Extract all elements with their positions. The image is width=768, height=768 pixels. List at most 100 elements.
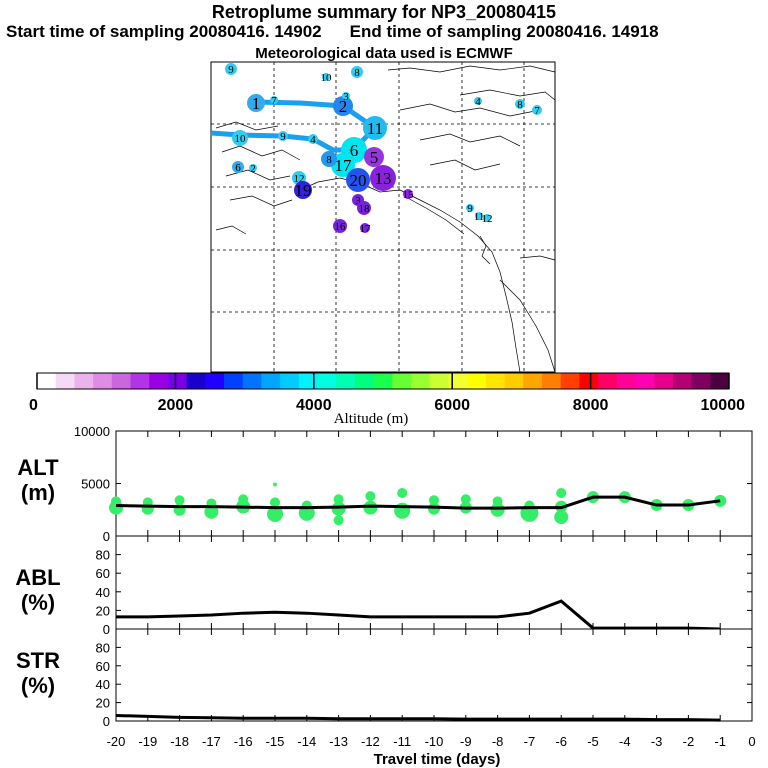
alt-scatter-point: [273, 482, 277, 487]
y-tick-label: 40: [96, 585, 110, 600]
plume-point-label: 7: [271, 95, 277, 107]
plume-point: [232, 161, 244, 173]
plume-point-label: 6: [350, 141, 359, 160]
plume-point: [322, 73, 330, 81]
x-tick-label: -17: [202, 734, 221, 749]
colorbar-swatch: [167, 373, 188, 389]
plume-point-label: 11: [367, 119, 383, 138]
alt-scatter-point: [460, 494, 471, 505]
plume-point: [270, 96, 278, 104]
alt-scatter-point: [490, 502, 505, 517]
colorbar-swatch: [186, 373, 206, 389]
plume-point-label: 3: [343, 91, 349, 103]
plume-point: [363, 116, 387, 140]
colorbar-swatch: [205, 373, 225, 389]
colorbar-swatch: [541, 373, 562, 389]
y-tick-label: 0: [103, 622, 110, 637]
plume-point: [232, 130, 248, 146]
plume-point-label: 1: [252, 94, 261, 113]
plume-point-label: 16: [335, 221, 347, 233]
plume-point-label: 9: [467, 203, 473, 215]
x-tick-label: 0: [748, 734, 755, 749]
panel-str: 80 60 40 20 0 STR(%): [16, 628, 753, 729]
alt-scatter-point: [204, 504, 219, 519]
plume-point: [294, 181, 312, 199]
x-tick-label: -4: [619, 734, 631, 749]
plume-track: [254, 99, 377, 131]
colorbar-swatch: [448, 373, 468, 389]
colorbar-swatch: [485, 373, 506, 389]
colorbar-swatch: [149, 373, 169, 389]
plume-point-label: 10: [321, 72, 333, 84]
colorbar-swatch: [354, 373, 375, 389]
x-tick-label: -9: [460, 734, 472, 749]
colorbar-swatch: [560, 373, 580, 389]
x-tick-label: -20: [107, 734, 126, 749]
colorbar-swatch: [672, 373, 693, 389]
colorbar-swatch: [392, 373, 412, 389]
plume-point: [308, 134, 318, 144]
plume-point-label: 13: [375, 169, 392, 188]
y-tick-label: 60: [96, 659, 110, 674]
x-tick-label: -7: [524, 734, 536, 749]
colorbar-tick-label: 8000: [573, 397, 609, 414]
x-tick-label: -8: [492, 734, 504, 749]
colorbar-swatch: [74, 373, 94, 389]
str-line: [115, 713, 721, 722]
plume-point-label: 2: [339, 97, 348, 116]
plume-point-label: 12: [482, 213, 493, 225]
x-tick-label: -16: [234, 734, 253, 749]
plume-point: [483, 214, 491, 222]
colorbar-swatch: [598, 373, 618, 389]
x-tick-label: -19: [138, 734, 157, 749]
plume-point-label: 15: [403, 189, 415, 201]
colorbar-tick-label: 10000: [701, 397, 746, 414]
colorbar-swatch: [224, 373, 244, 389]
alt-scatter-point: [333, 494, 344, 505]
plume-point-label: 2: [250, 163, 256, 175]
x-axis-label: Travel time (days): [374, 751, 501, 768]
y-tick-label: 60: [96, 566, 110, 581]
colorbar-swatch: [336, 373, 356, 389]
colorbar-swatch: [654, 373, 674, 389]
alt-scatter-point: [363, 500, 378, 515]
colorbar-swatch: [280, 373, 300, 389]
panel-ylabel-unit: (m): [21, 480, 55, 505]
plume-point: [474, 97, 482, 105]
map-frame: [210, 61, 556, 373]
y-tick-label: 0: [103, 714, 110, 729]
plume-point-label: 11: [474, 211, 485, 223]
y-tick-label: 40: [96, 677, 110, 692]
plume-point: [247, 94, 265, 112]
plume-point: [370, 165, 396, 191]
panel-frame: [115, 430, 753, 537]
plume-point: [321, 151, 337, 167]
colorbar-swatch: [261, 373, 281, 389]
plume-point-label: 8: [326, 154, 332, 166]
plume-point-label: 19: [295, 181, 312, 200]
plume-point-label: 20: [350, 171, 367, 190]
alt-scatter-point: [141, 502, 154, 515]
panel-abl: 80 60 40 20 0 ABL(%): [15, 535, 753, 637]
plume-point-label: 9: [228, 64, 234, 76]
sampling-times: Start time of sampling 20080416. 14902 En…: [6, 22, 766, 42]
alt-scatter-point: [397, 487, 408, 498]
plume-point-label: 17: [335, 156, 353, 175]
met-data-label: Meteorological data used is ECMWF: [255, 45, 513, 62]
plume-point-label: 6: [235, 162, 241, 174]
time-series-panels: 1000050000ALT(m)806040200ABL(%)806040200…: [15, 424, 755, 749]
plume-point: [475, 212, 483, 220]
y-tick-label: 20: [96, 603, 110, 618]
plume-point-label: 9: [280, 131, 286, 143]
plume-point-label: 5: [370, 148, 379, 167]
colorbar-swatch: [579, 373, 599, 389]
plume-point-label: 12: [294, 173, 305, 185]
plume-point-label: 18: [359, 203, 371, 215]
panel-ylabel-unit: (%): [21, 590, 55, 615]
plume-point: [346, 168, 370, 192]
x-tick-label: -5: [587, 734, 599, 749]
alt-mean-line: [115, 495, 721, 510]
end-time-label: End time of sampling 20080416. 14918: [349, 22, 659, 41]
